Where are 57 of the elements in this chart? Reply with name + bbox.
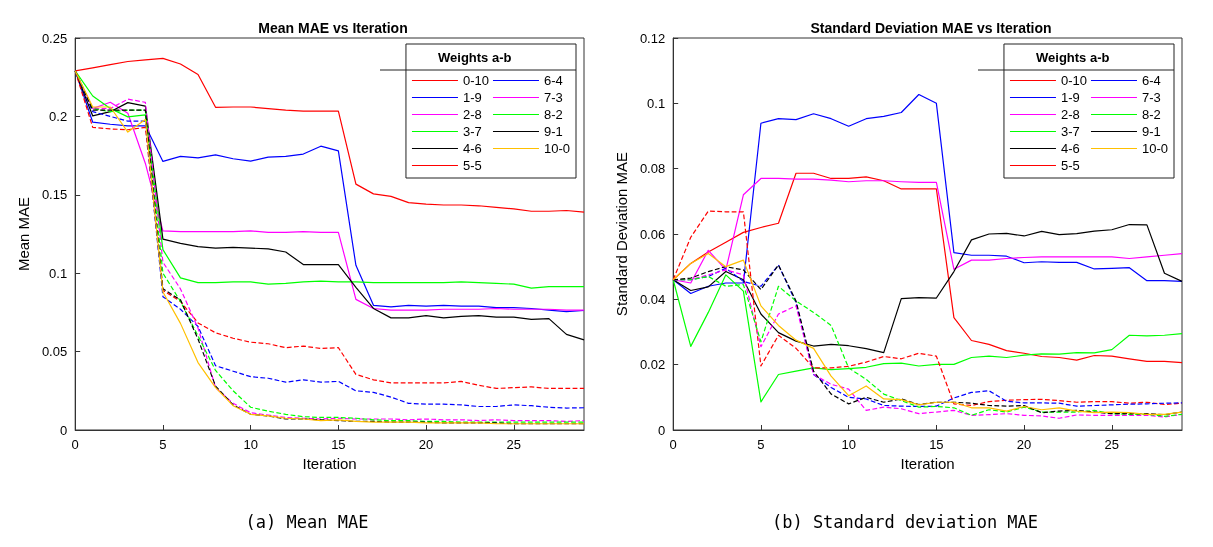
y-tick-label: 0: [59, 422, 68, 438]
legend-label: 10-0: [543, 141, 571, 156]
legend-label: 0-10: [1060, 73, 1087, 88]
x-tick-label: 20: [418, 437, 434, 452]
legend-label: 1-9: [1060, 90, 1080, 105]
legend-label: 3-7: [1060, 124, 1080, 139]
chart-title: Mean MAE vs Iteration: [258, 20, 408, 36]
legend-label: 9-1: [543, 124, 563, 139]
y-tick-label: 0.25: [41, 30, 68, 46]
legend-label: 4-6: [462, 141, 482, 156]
y-tick-label: 0.05: [41, 344, 68, 360]
y-tick-label: 0.02: [639, 357, 666, 373]
x-tick-label: 0: [71, 437, 79, 452]
legend-label: 8-2: [1141, 107, 1161, 122]
legend-label: 0-10: [462, 73, 489, 88]
legend-label: 7-3: [1141, 90, 1161, 105]
legend-label: 3-7: [462, 124, 482, 139]
legend-label: 9-1: [1141, 124, 1161, 139]
y-tick-label: 0.08: [639, 161, 666, 177]
y-tick-label: 0.04: [639, 291, 666, 307]
legend-label: 5-5: [462, 158, 482, 173]
x-axis-title: Iteration: [900, 454, 955, 472]
y-axis-title: Mean MAE: [15, 196, 32, 272]
chart-title: Standard Deviation MAE vs Iteration: [810, 20, 1052, 36]
text: (b) Standard deviation MAE: [771, 511, 1039, 532]
y-axis-title: Standard Deviation MAE: [613, 151, 630, 317]
y-tick-label: 0.1: [49, 265, 68, 281]
x-tick-label: 15: [331, 437, 346, 452]
legend-title: Weights a-b: [1036, 50, 1110, 65]
x-tick-label: 10: [243, 437, 258, 452]
y-tick-label: 0.15: [41, 187, 68, 203]
x-tick-label: 15: [929, 437, 944, 452]
legend-label: 7-3: [543, 90, 563, 105]
legend-label: 8-2: [543, 107, 563, 122]
legend-label: 5-5: [1060, 158, 1080, 173]
legend-label: 6-4: [543, 73, 563, 88]
legend-label: 2-8: [1060, 107, 1080, 122]
x-tick-label: 5: [757, 437, 765, 452]
x-tick-label: 25: [1104, 437, 1120, 452]
legend-label: 6-4: [1141, 73, 1161, 88]
x-tick-label: 10: [841, 437, 856, 452]
x-tick-label: 25: [506, 437, 522, 452]
x-tick-label: 0: [669, 437, 677, 452]
y-tick-label: 0.1: [647, 95, 666, 111]
legend-label: 1-9: [462, 90, 482, 105]
legend-label: 10-0: [1141, 141, 1169, 156]
y-tick-label: 0: [657, 422, 666, 438]
text: (a) Mean MAE: [245, 511, 369, 532]
legend-title: Weights a-b: [438, 50, 512, 65]
y-tick-label: 0.2: [49, 108, 68, 124]
x-tick-label: 5: [159, 437, 167, 452]
x-axis-title: Iteration: [302, 454, 357, 472]
legend-label: 2-8: [462, 107, 482, 122]
legend-label: 4-6: [1060, 141, 1080, 156]
y-tick-label: 0.12: [639, 30, 666, 46]
x-tick-label: 20: [1016, 437, 1032, 452]
y-tick-label: 0.06: [639, 226, 666, 242]
